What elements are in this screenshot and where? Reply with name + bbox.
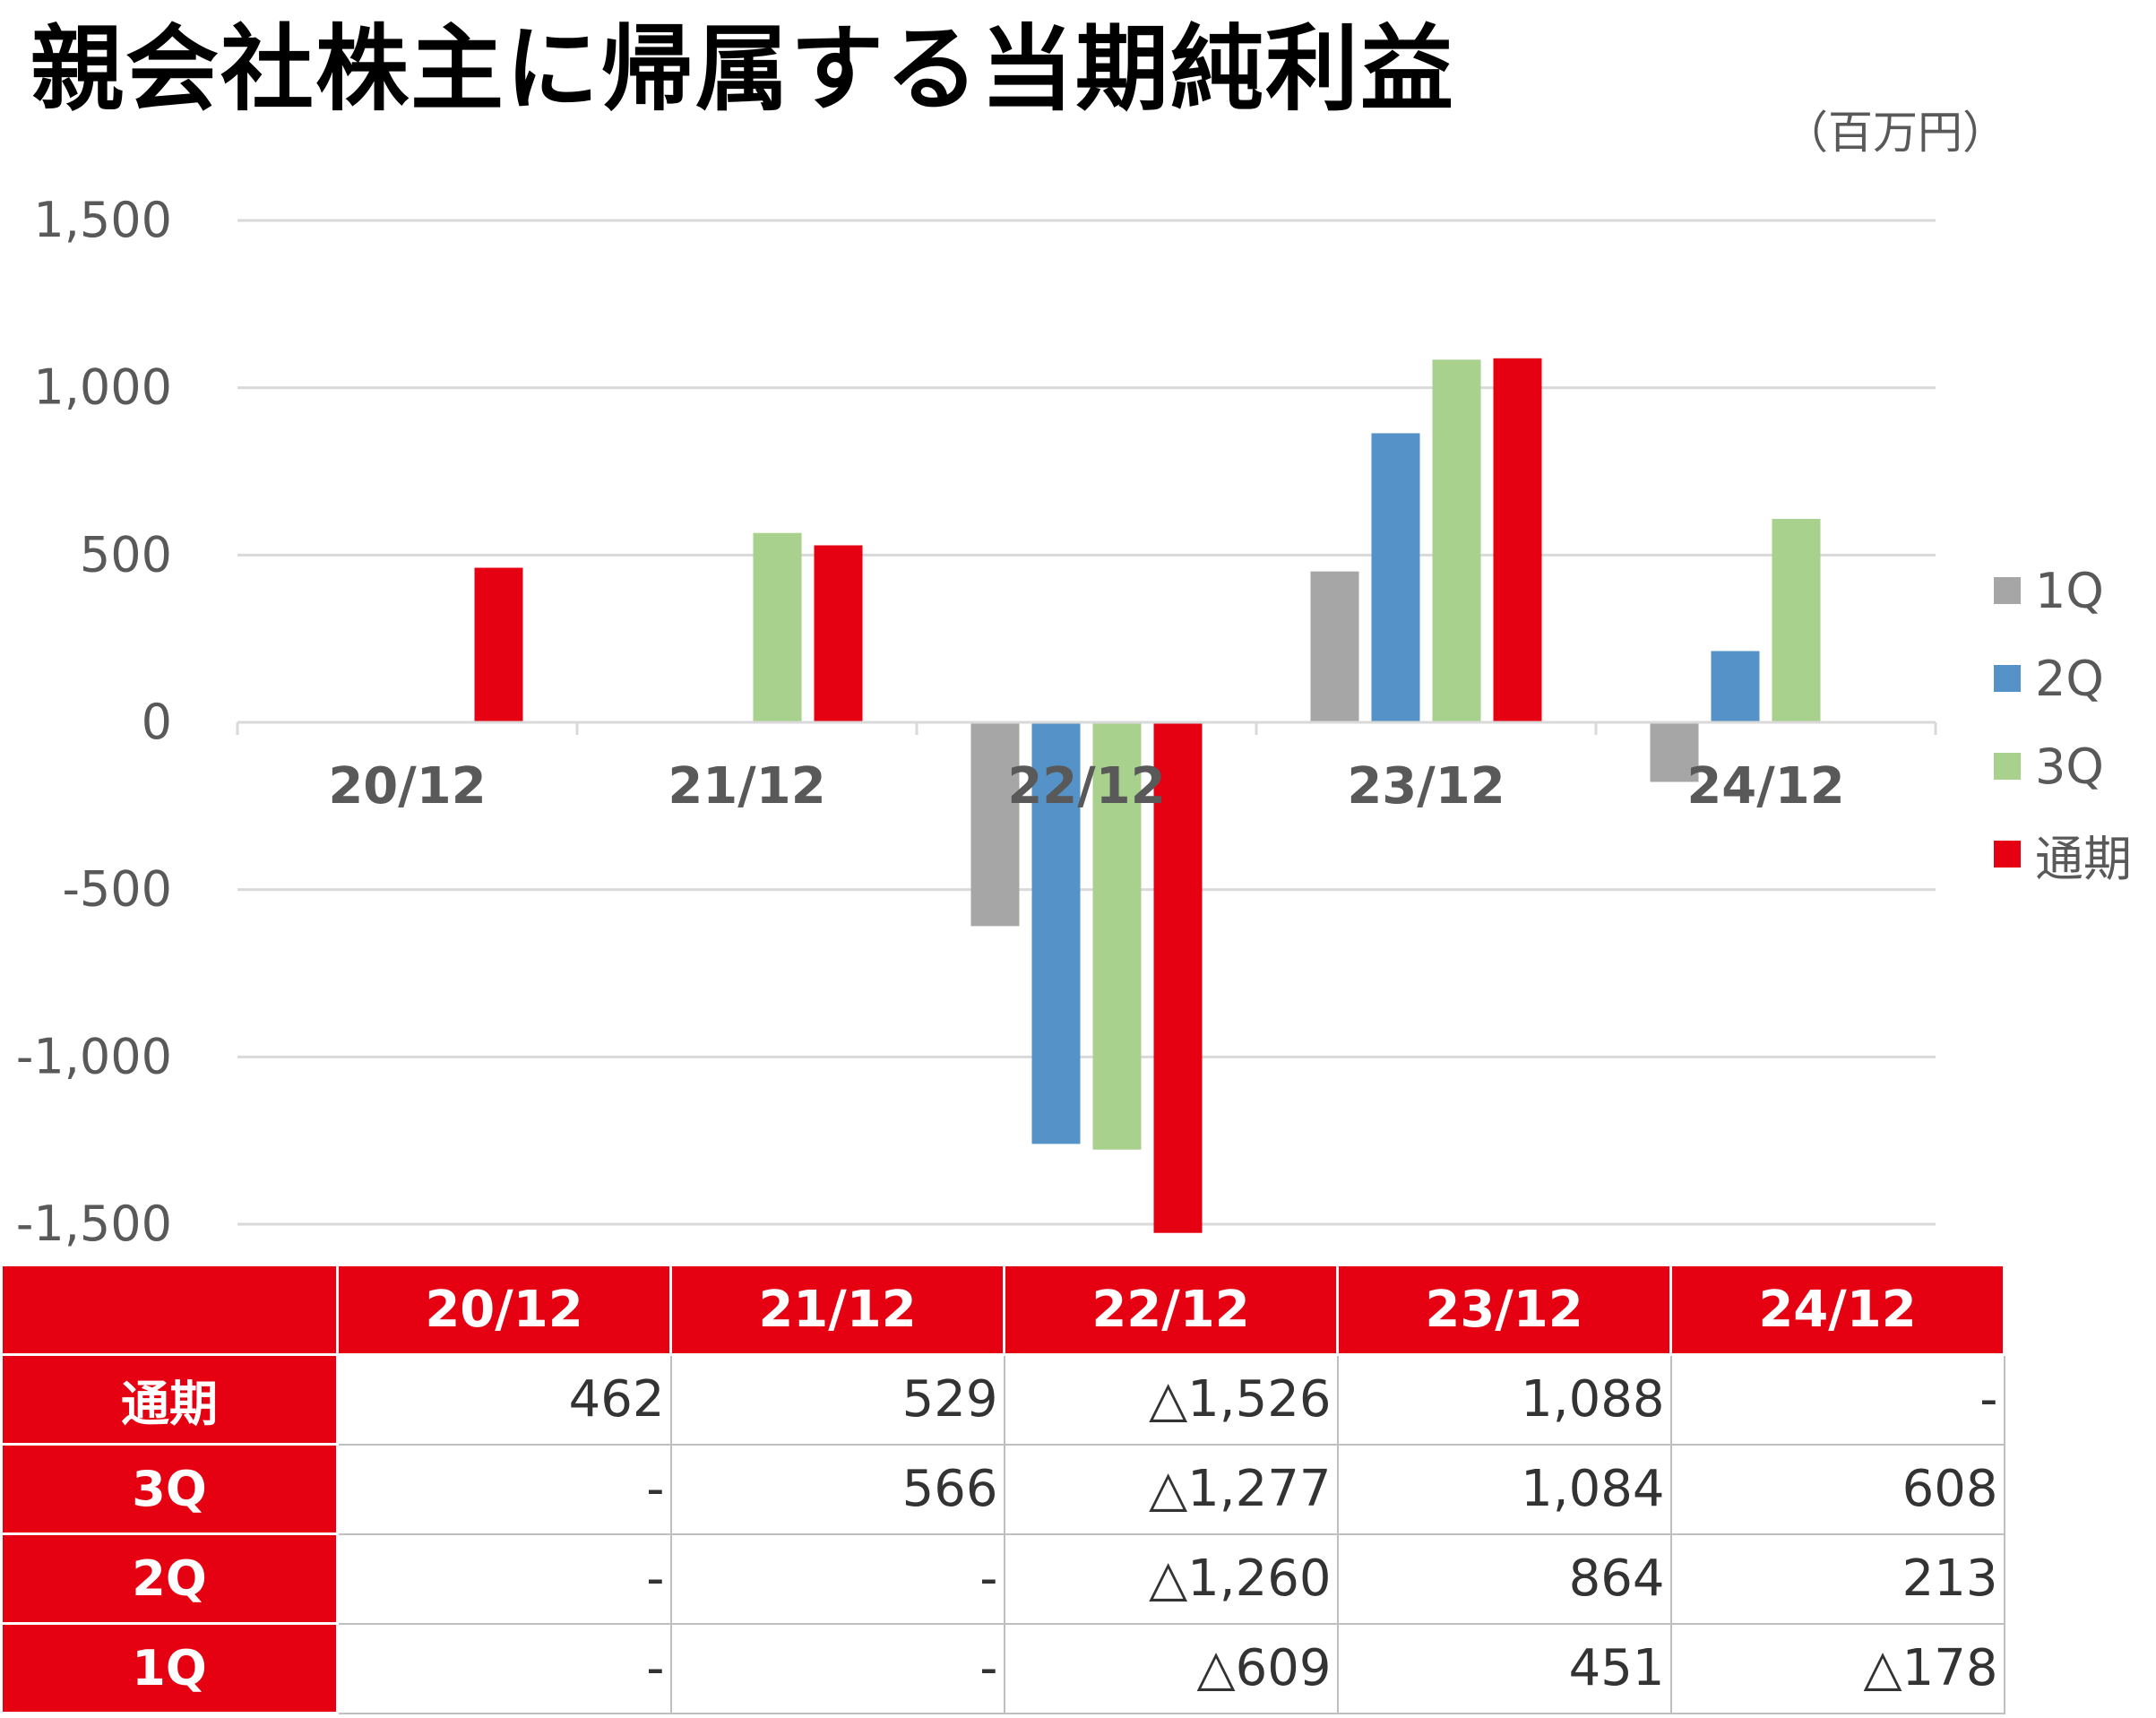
table-cell: -: [336, 1622, 672, 1714]
table-cell: -: [1669, 1353, 2005, 1446]
bar-通期-21/12: [814, 545, 863, 722]
bar-通期-20/12: [474, 567, 523, 722]
x-axis: [236, 721, 1937, 735]
table-cell: -: [669, 1622, 1005, 1714]
table-row-header: 通期: [0, 1353, 339, 1446]
table-cell: -: [336, 1443, 672, 1535]
legend-label-3q: 3Q: [2035, 738, 2104, 795]
table-row-header: 3Q: [0, 1443, 339, 1535]
x-axis-labels: 20/12 21/12 22/12 23/12 24/12: [328, 757, 1844, 816]
gridlines: [237, 219, 1936, 1226]
table-header-row: 20/12 21/12 22/12 23/12 24/12: [0, 1264, 2005, 1356]
y-tick-label: 1,500: [33, 192, 172, 248]
bar-3Q-23/12: [1432, 359, 1481, 722]
table-cell: 566: [669, 1443, 1005, 1535]
table-col-header: 23/12: [1336, 1264, 1672, 1356]
y-tick-label: 1,000: [33, 359, 172, 416]
bar-3Q-22/12: [1092, 722, 1142, 1150]
legend-item-full-year: 通期: [1994, 810, 2132, 898]
legend-swatch-full-year: [1994, 841, 2021, 868]
legend-item-3q: 3Q: [1994, 722, 2132, 810]
legend: 1Q 2Q 3Q 通期: [1994, 547, 2132, 898]
bars: [474, 358, 1821, 1233]
bar-3Q-24/12: [1772, 519, 1821, 722]
table-row: 通期 462 529 △1,526 1,088 -: [0, 1353, 2005, 1446]
bar-1Q-22/12: [970, 722, 1020, 927]
y-tick-label: -1,000: [16, 1028, 172, 1084]
table-col-header: 21/12: [669, 1264, 1005, 1356]
bar-通期-23/12: [1493, 358, 1542, 722]
table-cell: 462: [336, 1353, 672, 1446]
x-tick-label: 23/12: [1347, 757, 1505, 816]
table-row: 3Q - 566 △1,277 1,084 608: [0, 1443, 2005, 1535]
y-tick-label: 0: [142, 694, 172, 750]
bar-2Q-24/12: [1711, 651, 1760, 722]
legend-label-1q: 1Q: [2035, 562, 2104, 619]
x-tick-label: 24/12: [1686, 757, 1844, 816]
table-row-header: 1Q: [0, 1622, 339, 1714]
bar-通期-22/12: [1153, 722, 1203, 1233]
bar-1Q-24/12: [1650, 722, 1699, 782]
table-cell: 451: [1336, 1622, 1672, 1714]
bar-3Q-21/12: [753, 532, 802, 722]
table-col-header: 24/12: [1669, 1264, 2005, 1356]
x-tick-label: 20/12: [328, 757, 486, 816]
y-tick-label: -1,500: [16, 1196, 172, 1252]
bar-2Q-23/12: [1371, 433, 1420, 722]
legend-label-full-year: 通期: [2035, 830, 2132, 887]
table-cell: △178: [1669, 1622, 2005, 1714]
bar-chart: 1,500 1,000 500 0 -500 -1,000 -1,500 20/12 21/1…: [16, 192, 1937, 1252]
table-col-header: 22/12: [1003, 1264, 1339, 1356]
table-cell: -: [336, 1532, 672, 1625]
table-col-header: 20/12: [336, 1264, 672, 1356]
table-cell: 529: [669, 1353, 1005, 1446]
table-cell: -: [669, 1532, 1005, 1625]
legend-swatch-2q: [1994, 665, 2021, 692]
table-row: 2Q - - △1,260 864 213: [0, 1532, 2005, 1625]
table-row: 1Q - - △609 451 △178: [0, 1622, 2005, 1714]
table-cell: 1,084: [1336, 1443, 1672, 1535]
data-table: 20/12 21/12 22/12 23/12 24/12 通期 462 529…: [0, 1264, 2005, 1714]
table-corner-cell: [0, 1264, 339, 1356]
table-cell: 864: [1336, 1532, 1672, 1625]
legend-swatch-3q: [1994, 753, 2021, 780]
table-cell: 608: [1669, 1443, 2005, 1535]
legend-item-1q: 1Q: [1994, 547, 2132, 635]
table-cell: △609: [1003, 1622, 1339, 1714]
unit-label: （百万円）: [1783, 107, 2007, 159]
x-tick-label: 22/12: [1007, 757, 1165, 816]
chart-title: 親会社株主に帰属する当期純利益: [30, 14, 1456, 124]
y-tick-label: -500: [62, 861, 172, 918]
bar-1Q-23/12: [1310, 571, 1359, 722]
legend-swatch-1q: [1994, 577, 2021, 604]
table-cell: △1,260: [1003, 1532, 1339, 1625]
table-cell: 213: [1669, 1532, 2005, 1625]
table-cell: 1,088: [1336, 1353, 1672, 1446]
y-tick-label: 500: [80, 526, 172, 583]
table-cell: △1,277: [1003, 1443, 1339, 1535]
table-cell: △1,526: [1003, 1353, 1339, 1446]
x-tick-label: 21/12: [668, 757, 825, 816]
y-axis-ticks: 1,500 1,000 500 0 -500 -1,000 -1,500: [16, 192, 172, 1252]
table-row-header: 2Q: [0, 1532, 339, 1625]
legend-label-2q: 2Q: [2035, 650, 2104, 707]
legend-item-2q: 2Q: [1994, 635, 2132, 722]
bar-2Q-22/12: [1031, 722, 1081, 1144]
